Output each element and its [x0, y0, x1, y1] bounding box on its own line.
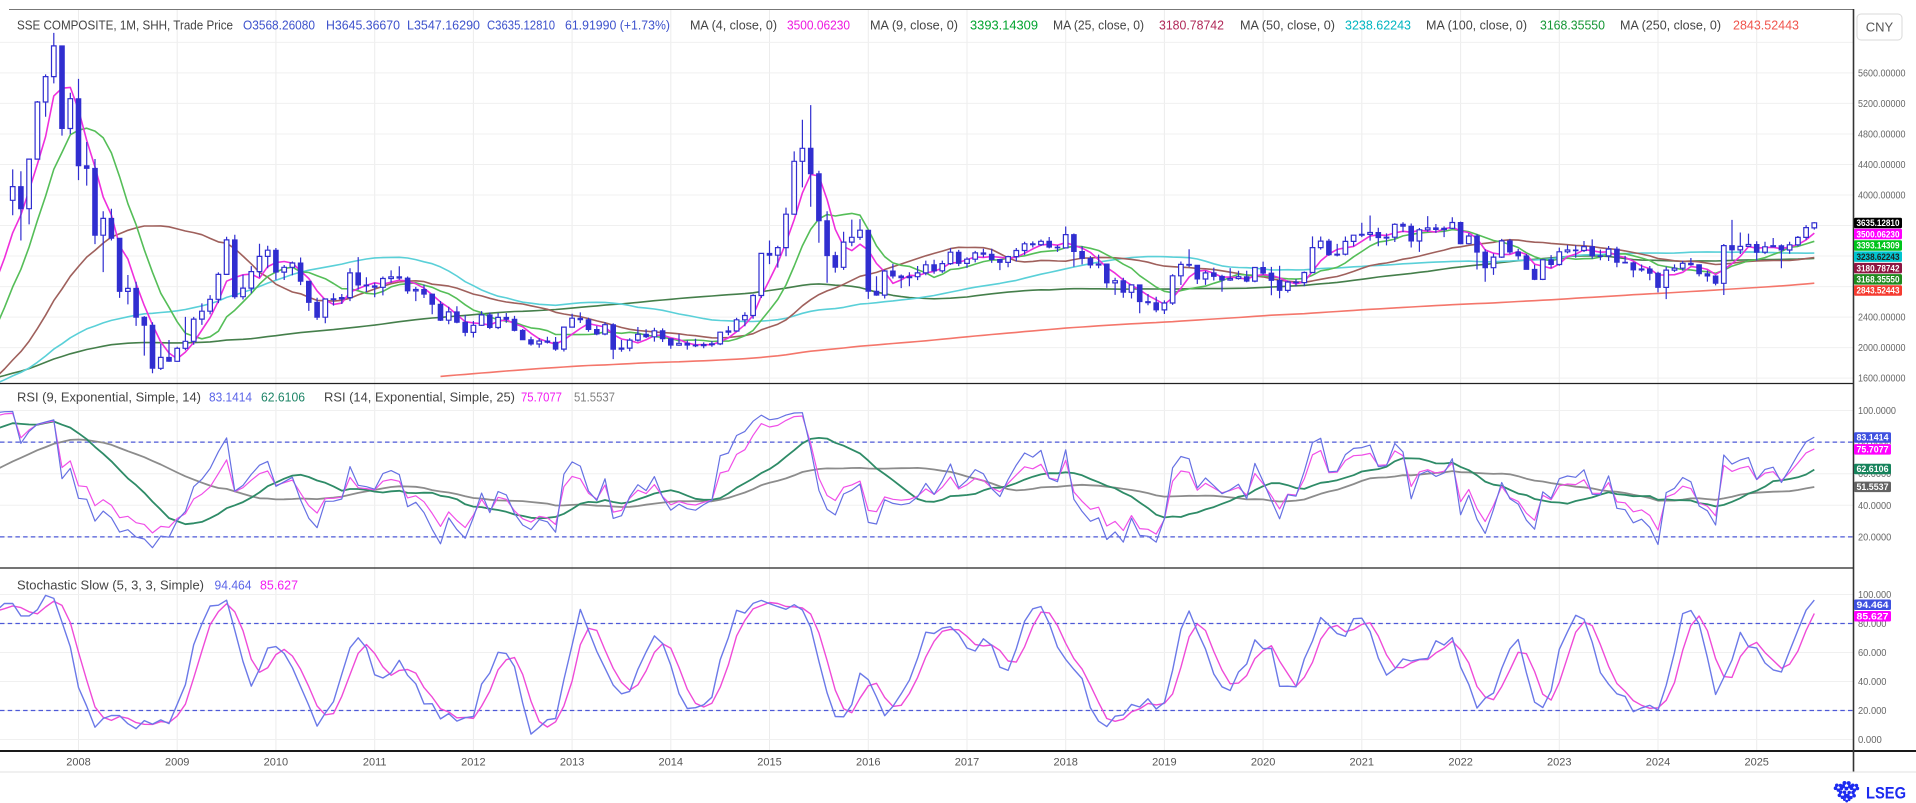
- svg-text:80.000: 80.000: [1858, 619, 1887, 630]
- svg-text:61.91990 (+1.73%): 61.91990 (+1.73%): [565, 18, 670, 33]
- svg-text:2843.52443: 2843.52443: [1857, 286, 1900, 296]
- svg-text:L3547.16290: L3547.16290: [407, 18, 480, 33]
- svg-text:2014: 2014: [659, 757, 683, 769]
- svg-text:100.0000: 100.0000: [1858, 406, 1896, 417]
- svg-text:RSI (9, Exponential, Simple, 1: RSI (9, Exponential, Simple, 14): [17, 390, 201, 405]
- svg-text:75.7077: 75.7077: [1857, 445, 1889, 455]
- svg-text:60.0000: 60.0000: [1858, 469, 1892, 480]
- svg-text:2010: 2010: [264, 757, 288, 769]
- svg-text:LSEG: LSEG: [1866, 785, 1906, 803]
- svg-text:3393.14309: 3393.14309: [970, 18, 1038, 33]
- svg-text:RSI (14, Exponential, Simple,: RSI (14, Exponential, Simple, 25): [324, 390, 515, 405]
- svg-text:2013: 2013: [560, 757, 584, 769]
- svg-text:O3568.26080: O3568.26080: [243, 18, 315, 33]
- svg-text:MA (100, close, 0): MA (100, close, 0): [1426, 18, 1527, 33]
- svg-text:2011: 2011: [363, 757, 387, 769]
- svg-text:4400.00000: 4400.00000: [1858, 160, 1906, 171]
- svg-text:2023: 2023: [1547, 757, 1571, 769]
- svg-text:60.000: 60.000: [1858, 648, 1887, 659]
- svg-text:51.5537: 51.5537: [574, 390, 615, 405]
- svg-text:3500.06230: 3500.06230: [787, 18, 850, 33]
- svg-text:3393.14309: 3393.14309: [1857, 241, 1900, 251]
- svg-text:4000.00000: 4000.00000: [1858, 191, 1906, 202]
- svg-text:MA (4, close, 0): MA (4, close, 0): [690, 18, 777, 33]
- svg-text:2025: 2025: [1744, 757, 1768, 769]
- svg-text:2015: 2015: [757, 757, 781, 769]
- svg-text:3635.12810: 3635.12810: [1857, 218, 1900, 228]
- svg-text:20.000: 20.000: [1858, 706, 1887, 717]
- svg-text:62.6106: 62.6106: [261, 390, 305, 405]
- svg-text:40.000: 40.000: [1858, 677, 1887, 688]
- svg-text:2018: 2018: [1053, 757, 1077, 769]
- svg-text:85.627: 85.627: [260, 578, 298, 593]
- svg-text:83.1414: 83.1414: [1857, 433, 1889, 443]
- svg-text:H3645.36670: H3645.36670: [326, 18, 400, 33]
- svg-text:75.7077: 75.7077: [521, 390, 562, 405]
- svg-text:CNY: CNY: [1866, 20, 1894, 35]
- svg-text:100.000: 100.000: [1858, 590, 1892, 601]
- svg-text:2009: 2009: [165, 757, 189, 769]
- svg-text:3238.62243: 3238.62243: [1345, 18, 1411, 33]
- svg-text:C3635.12810: C3635.12810: [487, 18, 555, 33]
- svg-text:3500.06230: 3500.06230: [1857, 229, 1900, 239]
- svg-text:2016: 2016: [856, 757, 880, 769]
- svg-text:4800.00000: 4800.00000: [1858, 130, 1906, 141]
- svg-text:1600.00000: 1600.00000: [1858, 374, 1906, 385]
- svg-text:MA (50, close, 0): MA (50, close, 0): [1240, 18, 1335, 33]
- svg-text:2400.00000: 2400.00000: [1858, 313, 1906, 324]
- svg-text:3180.78742: 3180.78742: [1857, 263, 1900, 273]
- svg-text:5600.00000: 5600.00000: [1858, 68, 1906, 79]
- svg-text:94.464: 94.464: [215, 578, 252, 593]
- svg-text:2843.52443: 2843.52443: [1733, 18, 1799, 33]
- svg-text:2017: 2017: [955, 757, 979, 769]
- svg-text:2019: 2019: [1152, 757, 1176, 769]
- svg-text:83.1414: 83.1414: [209, 390, 252, 405]
- svg-text:2020: 2020: [1251, 757, 1275, 769]
- svg-text:62.6106: 62.6106: [1857, 464, 1889, 474]
- svg-text:2000.00000: 2000.00000: [1858, 343, 1906, 354]
- svg-text:3180.78742: 3180.78742: [1159, 18, 1224, 33]
- svg-text:MA (9, close, 0): MA (9, close, 0): [870, 18, 958, 33]
- svg-text:85.627: 85.627: [1857, 612, 1889, 622]
- svg-text:Stochastic Slow (5, 3, 3, Simp: Stochastic Slow (5, 3, 3, Simple): [17, 578, 204, 593]
- svg-text:20.0000: 20.0000: [1858, 532, 1892, 543]
- svg-text:40.0000: 40.0000: [1858, 501, 1892, 512]
- svg-text:SSE COMPOSITE, 1M, SHH, Trade: SSE COMPOSITE, 1M, SHH, Trade Price: [17, 18, 233, 33]
- svg-text:2008: 2008: [66, 757, 90, 769]
- svg-text:51.5537: 51.5537: [1857, 482, 1889, 492]
- svg-text:2021: 2021: [1350, 757, 1374, 769]
- svg-text:94.464: 94.464: [1857, 600, 1889, 610]
- svg-text:3168.35550: 3168.35550: [1540, 18, 1605, 33]
- svg-text:3238.62243: 3238.62243: [1857, 252, 1900, 262]
- svg-text:2022: 2022: [1448, 757, 1472, 769]
- svg-text:0.000: 0.000: [1858, 735, 1882, 746]
- svg-text:80.0000: 80.0000: [1858, 438, 1892, 449]
- svg-text:MA (25, close, 0): MA (25, close, 0): [1053, 18, 1144, 33]
- svg-text:2012: 2012: [461, 757, 485, 769]
- svg-text:2024: 2024: [1646, 757, 1670, 769]
- svg-text:MA (250, close, 0): MA (250, close, 0): [1620, 18, 1721, 33]
- svg-text:3168.35550: 3168.35550: [1857, 275, 1900, 285]
- svg-text:5200.00000: 5200.00000: [1858, 99, 1906, 110]
